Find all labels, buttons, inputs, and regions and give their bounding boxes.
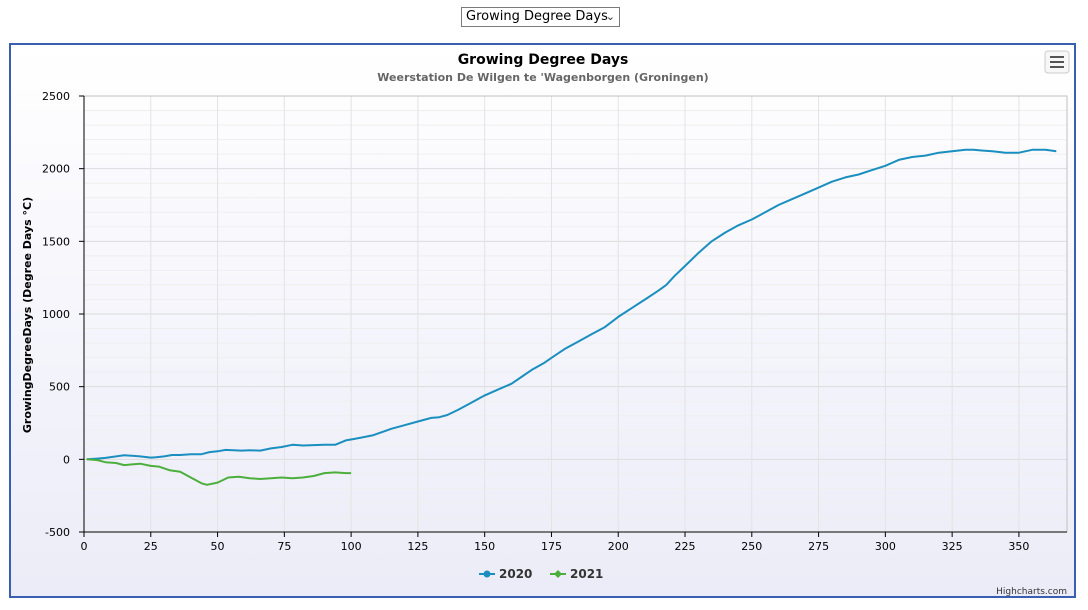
x-tick-label: 150 [474,540,495,553]
x-tick-label: 200 [608,540,629,553]
y-axis-title: GrowingDegreeDays (Degree Days °C) [21,197,34,433]
legend: 2020 2021 [479,567,603,581]
series-line-2020 [86,148,1057,461]
x-tick-label: 175 [541,540,562,553]
y-tick-label: 1500 [42,235,70,248]
chart-type-select[interactable]: Growing Degree Days ⌄ [461,7,620,27]
legend-item-2021[interactable]: 2021 [550,567,603,581]
chart-panel [9,43,1076,598]
series-group [86,148,1057,486]
legend-marker-2020 [483,570,491,578]
y-tick-label: 500 [49,381,70,394]
x-tick-label: 275 [808,540,829,553]
hamburger-menu-icon [1050,56,1064,68]
x-tick-label: 250 [741,540,762,553]
y-tick-label: 2000 [42,163,70,176]
grid-lines [83,95,1067,533]
x-tick-label: 125 [407,540,428,553]
x-tick-label: 0 [81,540,88,553]
x-tick-label: 25 [144,540,158,553]
export-menu-button[interactable] [1044,50,1070,74]
x-tick-label: 75 [277,540,291,553]
chart-subtitle: Weerstation De Wilgen te 'Wagenborgen (G… [377,71,708,84]
y-tick-label: -500 [45,526,70,539]
chart-title: Growing Degree Days [458,52,629,68]
y-tick-label: 2500 [42,90,70,103]
legend-item-2020[interactable]: 2020 [479,567,532,581]
x-tick-label: 100 [341,540,362,553]
series-line-2021 [86,458,352,486]
credits-link[interactable]: Highcharts.com [996,587,1067,597]
x-tick-label: 300 [875,540,896,553]
x-tick-label: 50 [211,540,225,553]
legend-marker-2021 [554,570,562,578]
chevron-down-icon: ⌄ [605,10,615,23]
legend-label-2021: 2021 [570,567,603,581]
x-tick-label: 350 [1008,540,1029,553]
x-tick-label: 325 [942,540,963,553]
y-tick-label: 1000 [42,308,70,321]
y-axis-ticks: -500 0 500 1000 1500 2000 2500 [42,90,84,539]
x-tick-label: 225 [675,540,696,553]
legend-label-2020: 2020 [499,567,532,581]
x-axis-ticks: 0 25 50 75 100 125 150 175 200 225 250 275 300 325 350 [81,532,1029,553]
y-tick-label: 0 [63,453,70,466]
chart-type-select-value: Growing Degree Days [466,9,608,24]
